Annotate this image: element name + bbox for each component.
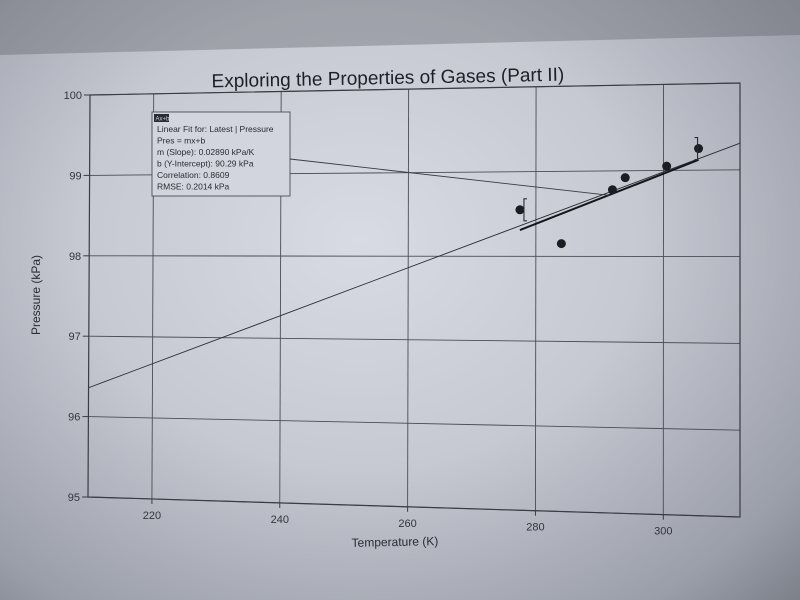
data-point: [662, 161, 672, 171]
x-tick-label: 240: [271, 514, 289, 526]
gridline-y: [89, 255, 741, 258]
y-tick-label: 95: [68, 492, 80, 504]
fit-box-frame: [151, 111, 291, 197]
x-axis-label: Temperature (K): [351, 534, 438, 550]
gridline-y: [88, 416, 741, 431]
fit-box-leader: [289, 158, 610, 196]
y-tick-label: 97: [69, 331, 81, 343]
y-tick-label: 100: [64, 90, 82, 102]
data-point: [694, 144, 704, 154]
range-bracket: [694, 137, 699, 161]
y-tick-label: 96: [68, 412, 80, 424]
gridline-x: [535, 86, 537, 511]
curve-fit-icon[interactable]: [154, 114, 169, 122]
curve-fit-icon-label: Ax+b: [156, 117, 171, 123]
data-point: [620, 173, 630, 183]
fit-box-line: b (Y-Intercept): 90.29 kPa: [157, 159, 254, 169]
fit-box-line: m (Slope): 0.02890 kPa/K: [157, 147, 255, 157]
fit-box-line: Correlation: 0.8609: [157, 170, 230, 180]
data-points: [515, 137, 704, 249]
gridline-y: [88, 335, 741, 344]
plot-border: [87, 82, 741, 518]
chart-title: Exploring the Properties of Gases (Part …: [211, 65, 564, 93]
x-tick-label: 220: [143, 510, 161, 522]
y-tick-label: 98: [69, 251, 81, 263]
data-point: [607, 185, 617, 195]
data-point: [515, 205, 525, 215]
fit-box-line: RMSE: 0.2014 kPa: [157, 182, 230, 192]
data-point: [556, 239, 566, 249]
fit-box-line: Linear Fit for: Latest | Pressure: [157, 124, 274, 134]
x-tick-label: 280: [526, 522, 544, 534]
gridline-x: [407, 89, 410, 507]
fit-line: [88, 142, 741, 389]
fit-box-line: Pres = mx+b: [157, 136, 205, 146]
plot-frame: [87, 82, 741, 518]
y-tick-label: 99: [69, 170, 81, 182]
x-tick-label: 300: [654, 526, 672, 538]
y-axis-label: Pressure (kPa): [29, 255, 43, 335]
tick-labels: 95 96 97 98 99 100 220 240 260 280 300: [64, 90, 673, 538]
x-tick-label: 260: [398, 518, 416, 530]
range-bracket: [523, 198, 527, 222]
